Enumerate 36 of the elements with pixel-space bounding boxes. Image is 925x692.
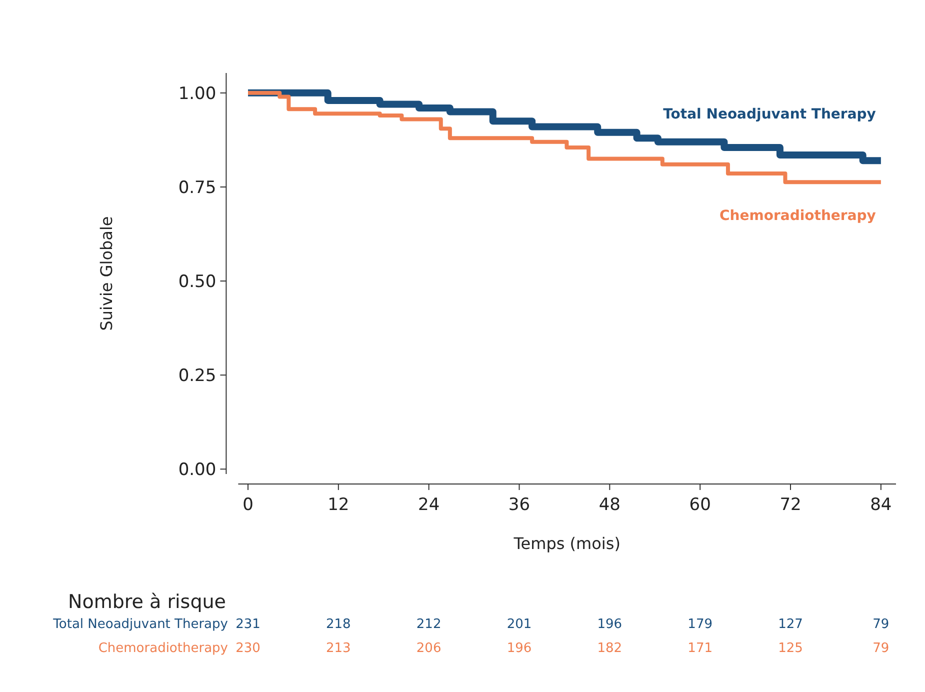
text: 125 [778,641,803,656]
y-tick-label: 0.00 [178,460,216,480]
text: 230 [236,641,260,656]
x-axis-title: Temps (mois) [512,534,620,553]
y-tick-label: 0.25 [178,366,216,386]
x-tick-label: 72 [780,495,802,515]
text: 79 [872,641,890,656]
y-tick-label: 0.75 [178,178,216,198]
text: 212 [416,617,442,632]
x-tick-label: 36 [508,495,530,515]
y-tick-label: 0.50 [178,272,216,292]
text: 196 [506,641,532,656]
text: 231 [236,617,260,632]
y-tick-label: 1.00 [178,84,216,104]
series-label: Chemoradiotherapy [720,208,876,224]
text: 201 [506,617,532,632]
text: 213 [326,641,351,656]
text: 171 [688,641,713,656]
text: Chemoradiotherapy [98,641,228,656]
text: 179 [688,617,713,632]
text: 79 [872,617,890,632]
text: 206 [416,641,442,656]
x-tick-label: 24 [418,495,440,515]
series-label: Total Neoadjuvant Therapy [663,106,876,123]
x-tick-label: 12 [328,495,350,515]
x-tick-label: 48 [598,495,620,515]
text: Nombre à risque [68,591,226,613]
text: 127 [778,617,803,632]
text: 218 [326,617,351,632]
x-tick-label: 0 [242,495,254,515]
text: 196 [597,617,622,632]
y-axis-title: Suivie Globale [97,216,116,331]
x-tick-label: 84 [870,495,892,515]
text: 182 [597,641,622,656]
x-tick-label: 60 [689,495,711,515]
text: Total Neoadjuvant Therapy [53,617,228,632]
